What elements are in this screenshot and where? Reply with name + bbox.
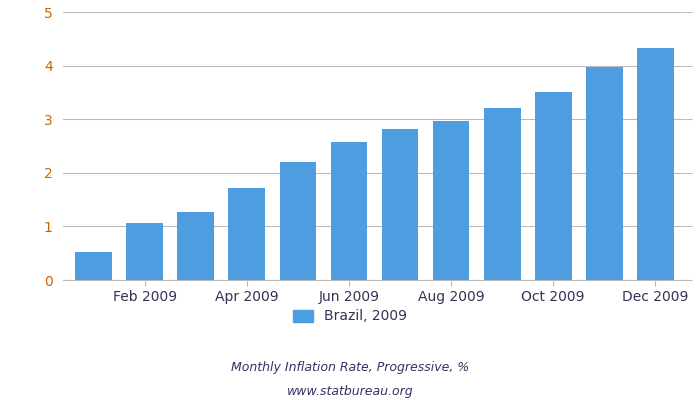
- Bar: [228, 188, 265, 280]
- Text: www.statbureau.org: www.statbureau.org: [287, 386, 413, 398]
- Bar: [433, 121, 470, 280]
- Text: Monthly Inflation Rate, Progressive, %: Monthly Inflation Rate, Progressive, %: [231, 362, 469, 374]
- Bar: [586, 67, 623, 280]
- Bar: [382, 129, 419, 280]
- Legend: Brazil, 2009: Brazil, 2009: [287, 304, 413, 329]
- Bar: [535, 92, 572, 280]
- Bar: [76, 252, 112, 280]
- Bar: [330, 142, 368, 280]
- Bar: [637, 48, 673, 280]
- Bar: [177, 212, 214, 280]
- Bar: [484, 108, 521, 280]
- Bar: [279, 162, 316, 280]
- Bar: [126, 223, 163, 280]
